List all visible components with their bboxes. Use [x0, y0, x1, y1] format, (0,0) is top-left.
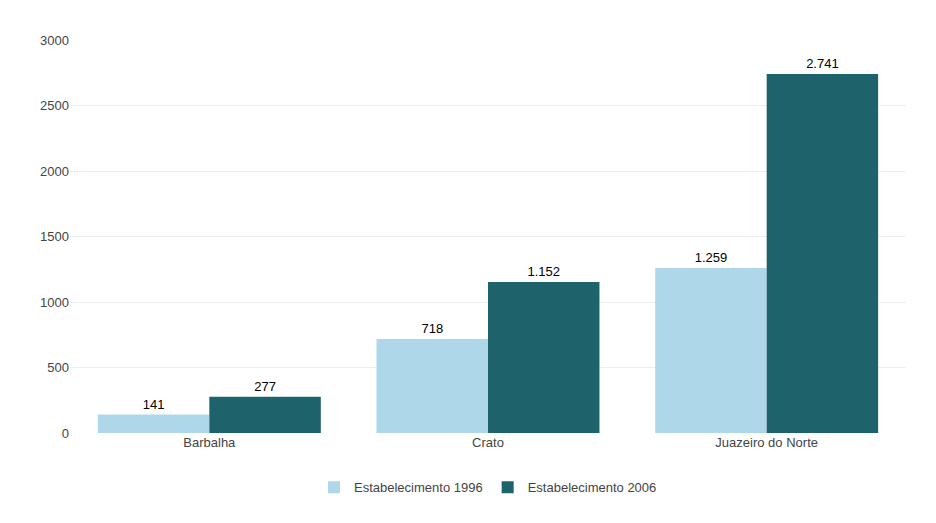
svg-text:500: 500 — [47, 360, 69, 375]
svg-text:2000: 2000 — [40, 164, 69, 179]
svg-text:Barbalha: Barbalha — [183, 435, 236, 450]
svg-text:1500: 1500 — [40, 229, 69, 244]
svg-text:3000: 3000 — [40, 33, 69, 48]
svg-text:Estabelecimento 1996: Estabelecimento 1996 — [354, 480, 483, 495]
svg-text:Crato: Crato — [472, 435, 504, 450]
svg-text:2500: 2500 — [40, 98, 69, 113]
svg-text:277: 277 — [254, 379, 276, 394]
svg-text:1000: 1000 — [40, 295, 69, 310]
svg-text:141: 141 — [143, 397, 165, 412]
svg-text:718: 718 — [421, 321, 443, 336]
svg-text:Estabelecimento 2006: Estabelecimento 2006 — [528, 480, 657, 495]
svg-text:1.152: 1.152 — [527, 264, 560, 279]
svg-text:2.741: 2.741 — [806, 56, 839, 71]
svg-text:1.259: 1.259 — [695, 250, 728, 265]
svg-text:Juazeiro do Norte: Juazeiro do Norte — [715, 435, 818, 450]
svg-text:0: 0 — [62, 426, 69, 441]
